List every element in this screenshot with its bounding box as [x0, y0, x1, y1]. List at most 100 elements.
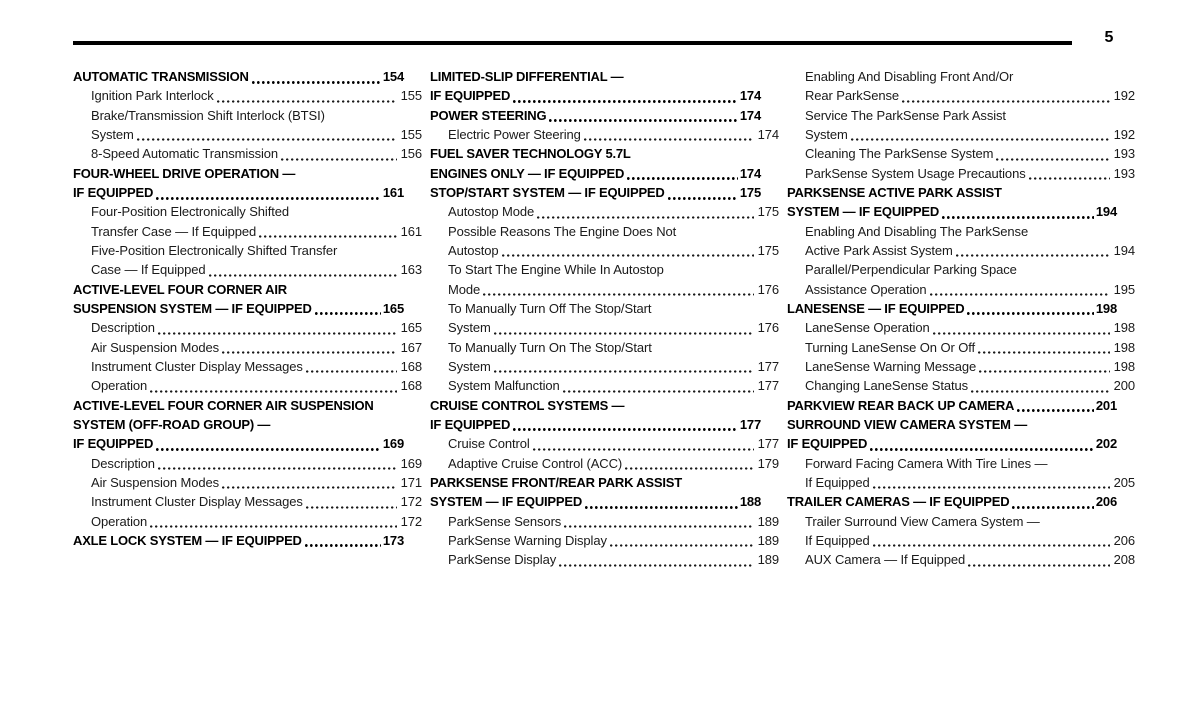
- toc-page-number: 165: [382, 300, 404, 316]
- dot-leader: [667, 196, 738, 200]
- toc-entry-line: AUTOMATIC TRANSMISSION 154: [73, 67, 404, 86]
- toc-page-number: 167: [400, 339, 422, 355]
- toc-page-number: 175: [739, 184, 761, 200]
- toc-entry-text: Service The ParkSense Park Assist: [805, 107, 1006, 123]
- toc-column-2: LIMITED-SLIP DIFFERENTIAL — IF EQUIPPED 17…: [430, 67, 779, 570]
- toc-entry-line: To Start The Engine While In Autostop: [430, 260, 779, 279]
- toc-entry-line: SYSTEM (OFF-ROAD GROUP) —: [73, 415, 404, 434]
- toc-entry-text: PARKSENSE FRONT/REAR PARK ASSIST: [430, 474, 682, 490]
- toc-entry-line: Air Suspension Modes 167: [73, 338, 422, 357]
- dot-leader: [156, 447, 381, 451]
- toc-entry-line: System 177: [430, 357, 779, 376]
- toc-entry-line: To Manually Turn Off The Stop/Start: [430, 299, 779, 318]
- toc-page-number: 169: [400, 455, 422, 471]
- header-rule: [73, 41, 1072, 45]
- toc-page-number: 198: [1113, 339, 1135, 355]
- dot-leader: [996, 157, 1110, 161]
- dot-leader: [157, 331, 397, 335]
- toc-entry-line: FUEL SAVER TECHNOLOGY 5.7L: [430, 144, 761, 163]
- toc-entry-line: LaneSense Warning Message 198: [787, 357, 1135, 376]
- dot-leader: [305, 370, 397, 374]
- toc-entry-line: ParkSense Warning Display 189: [430, 531, 779, 550]
- toc-entry-line: Enabling And Disabling The ParkSense: [787, 222, 1135, 241]
- dot-leader: [1028, 176, 1110, 180]
- toc-column-1: AUTOMATIC TRANSMISSION 154 Ignition Park I…: [73, 67, 422, 550]
- toc-entry-line: Turning LaneSense On Or Off 198: [787, 338, 1135, 357]
- dot-leader: [968, 563, 1110, 567]
- dot-leader: [304, 544, 381, 548]
- toc-page-number: 189: [757, 513, 779, 529]
- toc-page-number: 198: [1095, 300, 1117, 316]
- dot-leader: [537, 215, 754, 219]
- dot-leader: [564, 524, 754, 528]
- toc-entry-text: IF EQUIPPED: [73, 436, 154, 452]
- toc-entry-text: Four-Position Electronically Shifted: [91, 204, 289, 220]
- toc-entry-line: Five-Position Electronically Shifted Tra…: [73, 241, 422, 260]
- toc-entry-line: TRAILER CAMERAS — IF EQUIPPED 206: [787, 492, 1117, 511]
- dot-leader: [872, 544, 1110, 548]
- toc-entry-text: If Equipped: [805, 532, 870, 548]
- toc-entry-text: FOUR-WHEEL DRIVE OPERATION —: [73, 165, 296, 181]
- toc-entry-text: Operation: [91, 378, 148, 394]
- toc-page-number: 192: [1113, 88, 1135, 104]
- page-number: 5: [1104, 29, 1114, 46]
- toc-entry-line: Parallel/Perpendicular Parking Space: [787, 260, 1135, 279]
- toc-entry-text: Assistance Operation: [805, 281, 927, 297]
- toc-entry-line: ParkSense Display 189: [430, 550, 779, 569]
- dot-leader: [136, 138, 397, 142]
- toc-entry-line: Transfer Case — If Equipped 161: [73, 222, 422, 241]
- toc-entry-text: Enabling And Disabling Front And/Or: [805, 69, 1014, 84]
- dot-leader: [872, 486, 1110, 490]
- toc-page-number: 193: [1113, 146, 1135, 162]
- toc-entry-text: Description: [91, 455, 155, 471]
- toc-entry-text: Case — If Equipped: [91, 262, 206, 278]
- toc-entry-line: ParkSense System Usage Precautions 193: [787, 164, 1135, 183]
- toc-entry-text: To Manually Turn On The Stop/Start: [448, 339, 652, 355]
- toc-page-number: 188: [739, 494, 761, 510]
- dot-leader: [967, 312, 1094, 316]
- toc-entry-text: AUX Camera — If Equipped: [805, 552, 966, 568]
- toc-page-number: 201: [1095, 397, 1117, 413]
- toc-page-number: 177: [739, 416, 761, 432]
- toc-entry-text: System: [448, 320, 491, 336]
- toc-entry-text: Adaptive Cruise Control (ACC): [448, 455, 623, 471]
- toc-entry-text: ParkSense Warning Display: [448, 532, 607, 548]
- toc-entry-line: System 155: [73, 125, 422, 144]
- dot-leader: [532, 447, 754, 451]
- toc-entry-line: Autostop 175: [430, 241, 779, 260]
- toc-entry-line: PARKVIEW REAR BACK UP CAMERA 201: [787, 396, 1117, 415]
- dot-leader: [971, 389, 1110, 393]
- toc-entry-text: LIMITED-SLIP DIFFERENTIAL —: [430, 69, 624, 84]
- toc-entry-line: Case — If Equipped 163: [73, 260, 422, 279]
- dot-leader: [222, 486, 397, 490]
- toc-entry-text: CRUISE CONTROL SYSTEMS —: [430, 397, 625, 413]
- toc-entry-text: IF EQUIPPED: [73, 184, 154, 200]
- toc-entry-line: Possible Reasons The Engine Does Not: [430, 222, 779, 241]
- toc-entry-line: Electric Power Steering 174: [430, 125, 779, 144]
- toc-entry-text: SUSPENSION SYSTEM — IF EQUIPPED: [73, 300, 312, 316]
- toc-entry-line: CRUISE CONTROL SYSTEMS —: [430, 396, 761, 415]
- toc-page-number: 156: [400, 146, 422, 162]
- toc-entry-text: SYSTEM — IF EQUIPPED: [430, 494, 583, 510]
- toc-entry-line: SYSTEM — IF EQUIPPED 188: [430, 492, 761, 511]
- dot-leader: [493, 370, 754, 374]
- dot-leader: [493, 331, 754, 335]
- toc-entry-line: Service The ParkSense Park Assist: [787, 106, 1135, 125]
- toc-entry-text: System: [805, 126, 848, 142]
- toc-entry-line: LIMITED-SLIP DIFFERENTIAL —: [430, 67, 761, 86]
- toc-entry-text: Air Suspension Modes: [91, 474, 220, 490]
- toc-page-number: 165: [400, 320, 422, 336]
- dot-leader: [929, 292, 1110, 296]
- toc-page-number: 169: [382, 436, 404, 452]
- toc-entry-text: Rear ParkSense: [805, 88, 899, 104]
- toc-page-number: 174: [739, 165, 761, 181]
- toc-entry-text: Changing LaneSense Status: [805, 378, 969, 394]
- toc-page-number: 161: [382, 184, 404, 200]
- toc-entry-text: Active Park Assist System: [805, 242, 953, 258]
- toc-entry-text: Parallel/Perpendicular Parking Space: [805, 262, 1017, 278]
- toc-page-number: 195: [1113, 281, 1135, 297]
- toc-entry-text: Cleaning The ParkSense System: [805, 146, 994, 162]
- toc-page-number: 200: [1113, 378, 1135, 394]
- toc-entry-text: Mode: [448, 281, 481, 297]
- toc-page-number: 155: [400, 126, 422, 142]
